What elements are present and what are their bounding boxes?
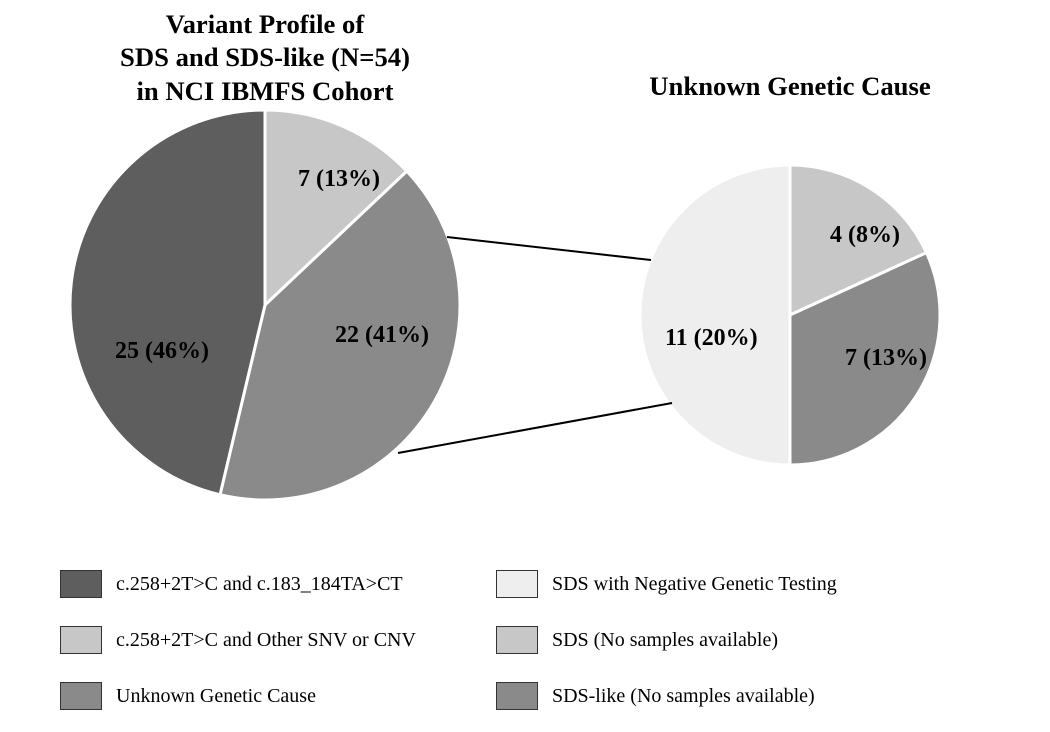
left-pie-label-c258_c183: 25 (46%) (115, 338, 209, 365)
right-pie-label-sds_neg_testing: 11 (20%) (665, 325, 758, 352)
left-pie-label-unknown: 22 (41%) (335, 322, 429, 349)
legend-swatch-0-1 (60, 626, 102, 654)
legend-item-0-0: c.258+2T>C and c.183_184TA>CT (60, 570, 416, 598)
legend-text-1-1: SDS (No samples available) (552, 629, 778, 652)
legend-text-0-0: c.258+2T>C and c.183_184TA>CT (116, 573, 403, 596)
legend-item-1-0: SDS with Negative Genetic Testing (496, 570, 837, 598)
connector-bottom (398, 403, 672, 453)
connector-top (447, 237, 651, 260)
left-pie-label-c258_other: 7 (13%) (298, 166, 380, 193)
legend-swatch-0-0 (60, 570, 102, 598)
right-pie-slice-sds_neg_testing (640, 165, 790, 465)
legend-text-0-2: Unknown Genetic Cause (116, 685, 316, 708)
legend-text-1-2: SDS-like (No samples available) (552, 685, 815, 708)
legend-item-0-2: Unknown Genetic Cause (60, 682, 416, 710)
legend: c.258+2T>C and c.183_184TA>CT c.258+2T>C … (60, 570, 837, 710)
legend-text-0-1: c.258+2T>C and Other SNV or CNV (116, 629, 416, 652)
legend-col-0: c.258+2T>C and c.183_184TA>CT c.258+2T>C … (60, 570, 416, 710)
legend-item-1-1: SDS (No samples available) (496, 626, 837, 654)
charts-svg (0, 0, 1050, 560)
legend-col-1: SDS with Negative Genetic Testing SDS (No… (496, 570, 837, 710)
legend-item-1-2: SDS-like (No samples available) (496, 682, 837, 710)
figure-canvas: Variant Profile ofSDS and SDS-like (N=54… (0, 0, 1050, 732)
legend-swatch-1-1 (496, 626, 538, 654)
right-pie-label-sds_no_sample: 4 (8%) (830, 222, 900, 249)
legend-swatch-1-0 (496, 570, 538, 598)
right-pie-label-sdslike_no_sample: 7 (13%) (845, 345, 927, 372)
legend-swatch-1-2 (496, 682, 538, 710)
legend-swatch-0-2 (60, 682, 102, 710)
legend-item-0-1: c.258+2T>C and Other SNV or CNV (60, 626, 416, 654)
legend-text-1-0: SDS with Negative Genetic Testing (552, 573, 837, 596)
